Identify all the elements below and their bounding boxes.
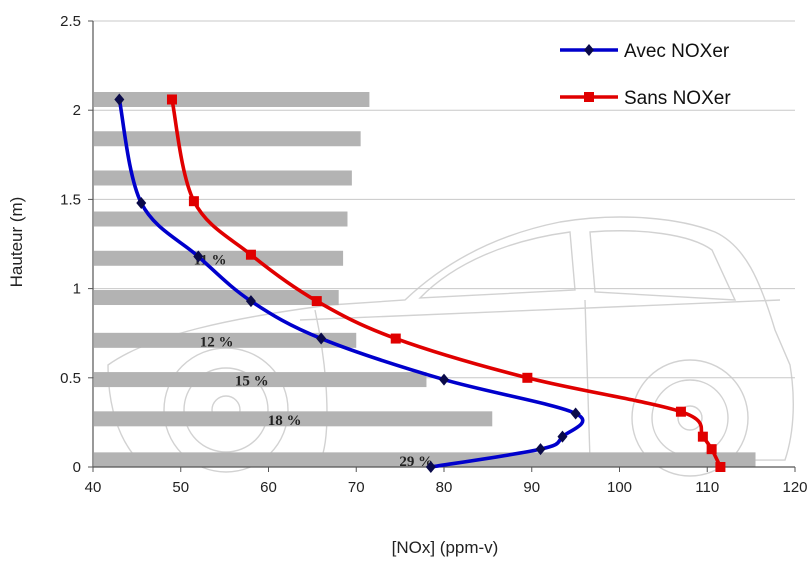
y-axis-title: Hauteur (m) <box>7 197 26 288</box>
legend-entry: Avec NOXer <box>560 41 730 62</box>
reduction-bar-label: 12 % <box>200 334 234 350</box>
y-tick-label: 0 <box>73 459 81 476</box>
data-point <box>114 93 125 106</box>
x-axis-title: [NOx] (ppm-v) <box>392 538 499 557</box>
reduction-bar <box>94 332 357 348</box>
legend-swatch-marker <box>584 44 594 56</box>
legend-label: Sans NOXer <box>624 88 731 109</box>
data-point <box>522 372 533 383</box>
reduction-bar <box>94 452 756 468</box>
data-point <box>245 249 256 260</box>
x-tick-label: 90 <box>523 479 540 496</box>
x-tick-label: 50 <box>172 479 189 496</box>
x-tick-label: 100 <box>607 479 632 496</box>
reduction-bars: 11 %12 %15 %18 %29 % <box>94 91 756 470</box>
y-tick-label: 2.5 <box>60 13 81 30</box>
series-lines <box>114 93 726 473</box>
data-point <box>675 406 686 417</box>
data-point <box>166 94 177 105</box>
legend: Avec NOXer Sans NOXer <box>560 41 731 109</box>
data-point <box>311 296 322 307</box>
data-point <box>316 332 327 345</box>
data-point <box>557 430 568 443</box>
data-point <box>697 431 708 442</box>
x-tick-label: 120 <box>782 479 807 496</box>
series-line <box>117 97 585 469</box>
series-avec-noxer <box>114 93 585 473</box>
data-point <box>425 461 436 473</box>
data-point <box>706 444 717 455</box>
reduction-bar-label: 15 % <box>235 374 269 390</box>
axes: 40 50 60 70 80 90 100 110 120 0 0.5 1 1.5 2 2.5 <box>60 13 807 496</box>
data-point <box>570 407 581 420</box>
y-tick-label: 1.5 <box>60 191 81 208</box>
x-tick-label: 80 <box>436 479 453 496</box>
reduction-bar <box>94 170 352 186</box>
series-sans-noxer <box>166 94 726 472</box>
reduction-bar <box>94 91 370 107</box>
reduction-bar <box>94 411 493 427</box>
x-tick-label: 110 <box>695 479 719 496</box>
y-tick-label: 2 <box>73 102 81 119</box>
reduction-bar-label: 29 % <box>399 454 433 470</box>
y-tick-label: 0.5 <box>60 370 81 387</box>
reduction-bar <box>94 250 344 266</box>
data-point <box>245 295 256 308</box>
data-point <box>535 443 546 456</box>
data-point <box>715 462 726 472</box>
reduction-bar <box>94 211 348 227</box>
legend-label: Avec NOXer <box>624 41 730 62</box>
data-point <box>390 333 401 344</box>
data-point <box>439 373 449 386</box>
reduction-bar <box>94 290 339 306</box>
legend-entry: Sans NOXer <box>560 88 731 109</box>
reduction-bar <box>94 372 427 388</box>
data-point <box>193 250 204 263</box>
x-tick-label: 60 <box>260 479 277 496</box>
legend-swatch-marker <box>584 92 594 102</box>
reduction-bar-label: 18 % <box>268 413 302 429</box>
y-tick-label: 1 <box>73 281 81 298</box>
reduction-bar <box>94 131 361 147</box>
data-point <box>188 196 199 207</box>
data-point <box>136 196 147 209</box>
x-tick-label: 70 <box>348 479 365 496</box>
x-tick-label: 40 <box>85 479 102 496</box>
